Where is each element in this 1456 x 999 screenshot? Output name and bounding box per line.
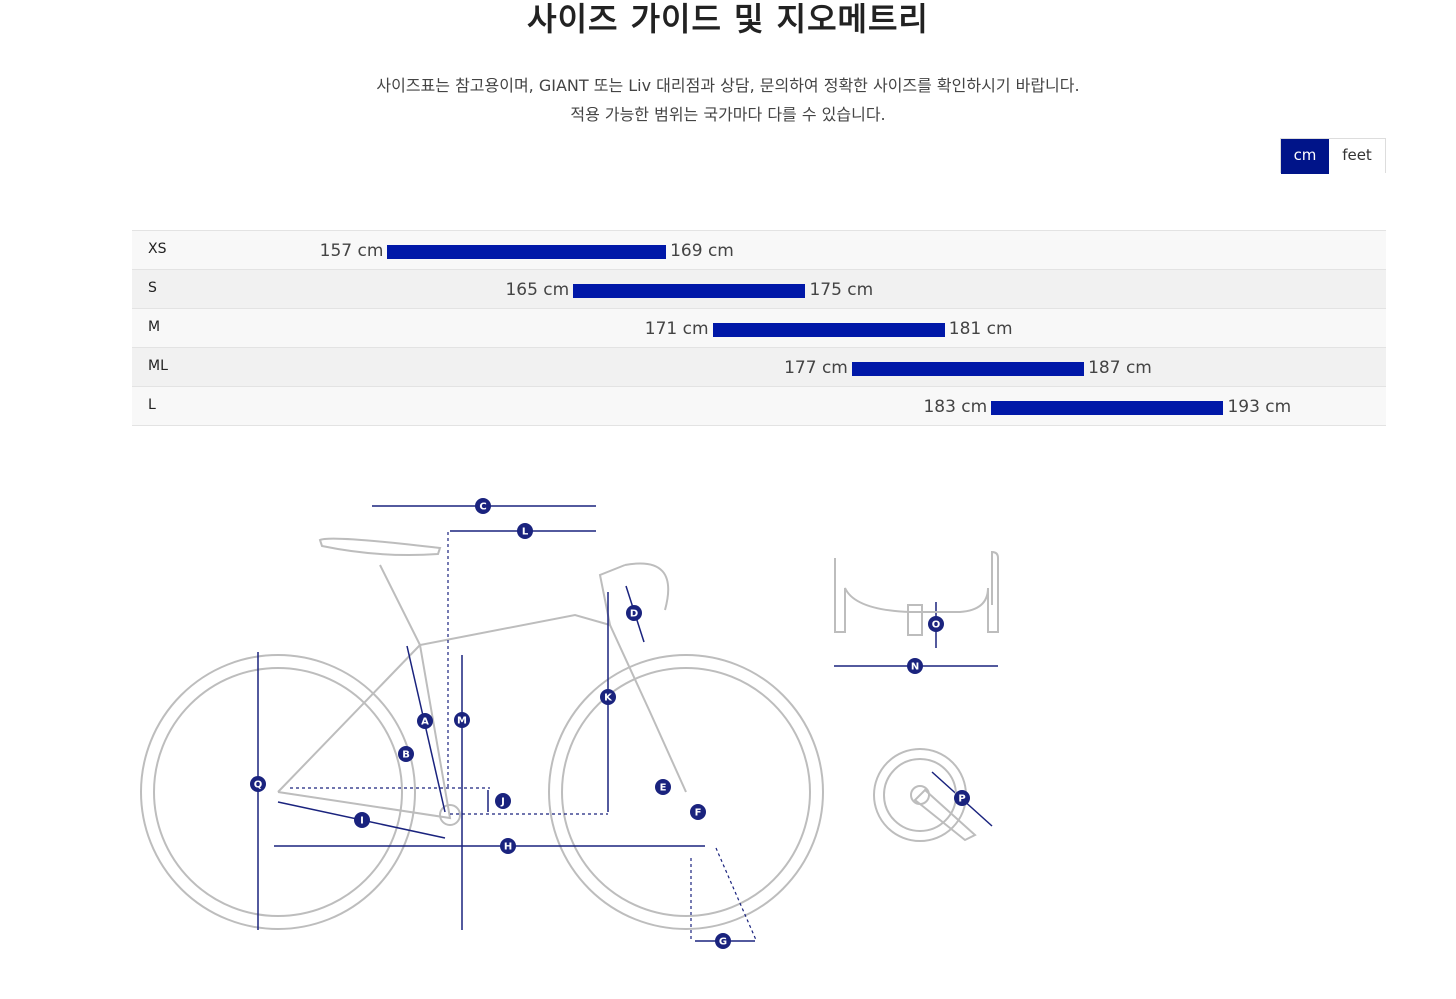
size-range-min-label: 177 cm [784,358,848,378]
geometry-badge-m: M [454,712,470,728]
svg-text:L: L [522,527,529,538]
geometry-badge-n: N [907,658,923,674]
svg-text:H: H [504,842,512,853]
geometry-badge-e: E [655,779,671,795]
geometry-diagram: A B C D E F G H I J K L M N O P Q [140,498,999,949]
size-label: XS [148,241,167,257]
geometry-badge-l: L [517,523,533,539]
size-label: ML [148,358,168,374]
svg-text:N: N [911,662,919,673]
geometry-badge-o: O [928,616,944,632]
svg-text:G: G [719,937,727,948]
size-range-bar [851,362,1085,376]
page-title: 사이즈 가이드 및 지오메트리 [527,0,929,38]
size-range-max-label: 169 cm [670,241,734,261]
svg-text:F: F [695,808,702,819]
unit-toggle: cm feet [1280,138,1386,174]
size-range-min-label: 165 cm [505,280,570,300]
handlebar-diagram-icon [834,550,999,636]
svg-text:D: D [630,609,638,620]
unit-cm-button[interactable]: cm [1281,139,1329,174]
svg-text:M: M [457,716,467,727]
svg-text:O: O [932,620,941,631]
svg-text:A: A [421,717,429,728]
unit-feet-button[interactable]: feet [1329,139,1385,174]
svg-text:E: E [660,783,667,794]
dimension-dotted-lines [290,532,757,941]
geometry-badge-p: P [954,790,970,806]
size-range-min-label: 157 cm [319,241,384,261]
description-line-1: 사이즈표는 참고용이며, GIANT 또는 Liv 대리점과 상담, 문의하여 … [376,76,1080,95]
size-range-bar [387,245,667,259]
size-range-max-label: 187 cm [1088,358,1152,378]
size-range-max-label: 193 cm [1227,397,1292,417]
bicycle-geometry-diagram-icon [140,537,824,930]
size-label: S [148,280,157,296]
size-range-bar [712,323,945,337]
geometry-badge-c: C [475,498,491,514]
geometry-badge-f: F [690,804,706,820]
size-range-bar [991,401,1224,415]
geometry-label-badges: A B C D E F G H I J K L M N O P Q [250,498,970,949]
svg-text:I: I [360,816,364,827]
size-label: L [148,397,156,413]
geometry-badge-a: A [417,713,433,729]
size-range-min-label: 183 cm [923,397,988,417]
geometry-badge-d: D [626,605,642,621]
size-chart: XS 157 cm 169 cm S 165 cm 175 cm M 171 cm 181 cm… [132,230,1386,426]
size-row-ml: ML 177 cm 187 cm [132,348,1386,387]
size-row-xs: XS 157 cm 169 cm [132,231,1386,270]
svg-text:B: B [402,750,410,761]
svg-text:P: P [958,794,965,805]
svg-text:J: J [500,797,505,808]
size-row-s: S 165 cm 175 cm [132,270,1386,309]
size-label: M [148,319,161,335]
description-line-2: 적용 가능한 범위는 국가마다 다를 수 있습니다. [570,105,886,124]
geometry-badge-i: I [354,812,370,828]
size-range-max-label: 175 cm [809,280,874,300]
geometry-badge-g: G [715,933,731,949]
geometry-badge-b: B [398,746,414,762]
size-row-m: M 171 cm 181 cm [132,309,1386,348]
svg-text:Q: Q [254,780,263,791]
size-range-bar [573,284,806,298]
geometry-badge-k: K [600,689,616,705]
size-range-min-label: 171 cm [644,319,709,339]
size-row-l: L 183 cm 193 cm [132,387,1386,426]
size-range-max-label: 181 cm [948,319,1013,339]
geometry-badge-h: H [500,838,516,854]
geometry-badge-q: Q [250,776,266,792]
geometry-badge-j: J [495,793,511,809]
svg-text:K: K [604,693,613,704]
svg-text:C: C [479,502,486,513]
